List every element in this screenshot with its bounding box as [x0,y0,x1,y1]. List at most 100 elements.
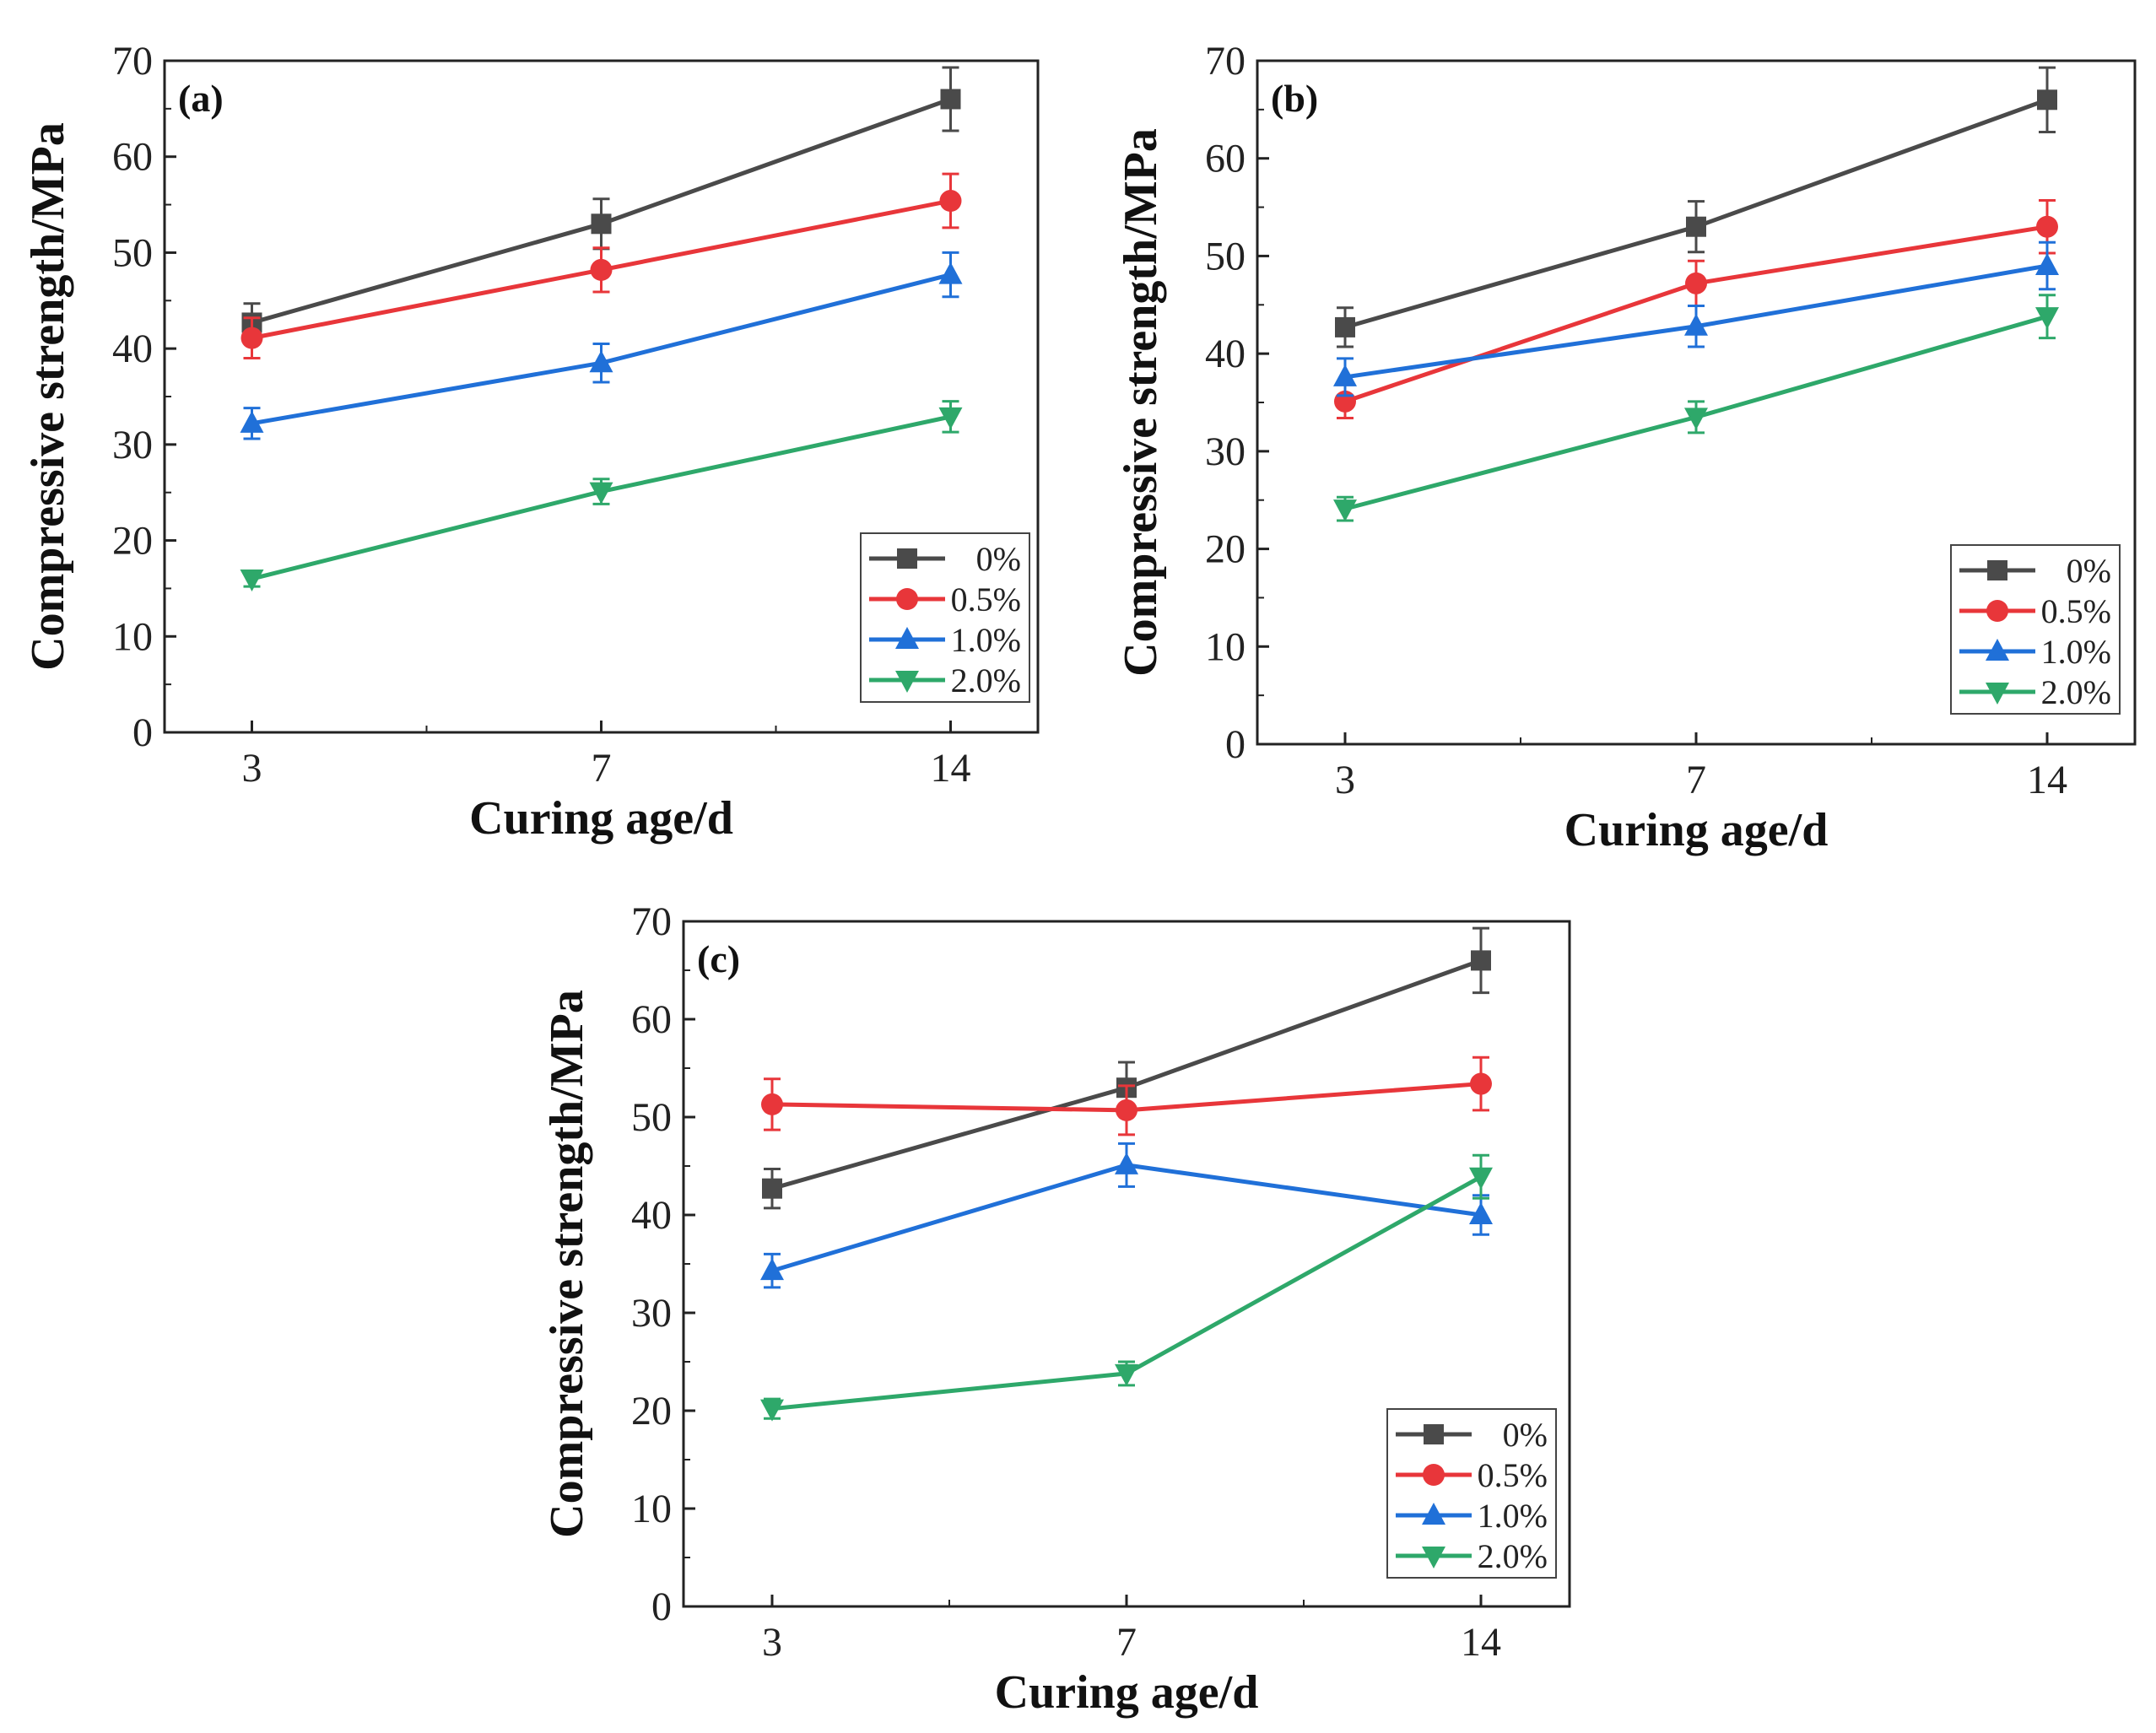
y-tick-label: 50 [112,230,153,275]
y-tick-label: 20 [112,519,153,564]
y-tick-label: 40 [1205,332,1246,376]
y-tick-label: 40 [631,1193,672,1238]
x-tick-label: 3 [1335,758,1355,802]
legend-label: 0.5% [951,580,1021,618]
data-point [1335,316,1355,337]
series-1.0% [240,251,963,440]
legend-label: 2.0% [951,661,1021,699]
x-tick-label: 14 [1461,1620,1501,1665]
data-point [2035,307,2059,330]
data-point [1470,1072,1492,1095]
y-tick-label: 10 [112,614,153,659]
data-point [589,482,613,505]
legend-marker [1986,600,2008,622]
panel-label: (c) [697,937,740,980]
x-tick-label: 3 [242,746,262,791]
series-0.5% [240,172,962,360]
legend: 0%0.5%1.0%2.0% [860,532,1030,703]
y-tick-label: 10 [631,1487,672,1531]
x-tick-label: 7 [1116,1620,1137,1665]
data-point [1686,216,1706,237]
series-1.0% [1333,240,2059,397]
legend: 0%0.5%1.0%2.0% [1386,1408,1557,1579]
data-point [1469,1167,1493,1190]
data-point [2037,89,2057,111]
y-tick-label: 50 [631,1095,672,1140]
data-point [240,410,264,433]
legend-marker [897,548,917,569]
data-point [1115,1363,1138,1386]
legend-box [1950,544,2121,715]
chart-panel-1: 0 10 20 30 40 50 60 70 3 7 14 Curing age/d Compressi… [1115,39,2137,856]
data-point [1471,950,1491,971]
y-tick-label: 60 [631,997,672,1042]
series-0% [1335,66,2057,348]
x-tick-label: 14 [931,746,971,791]
data-point [1684,313,1708,336]
data-point [1116,1099,1137,1121]
legend-marker [1986,683,2009,705]
legend-marker [895,627,919,649]
data-point [760,1399,784,1422]
data-point [940,89,961,110]
data-point [1469,1202,1493,1224]
legend-marker [1422,1503,1445,1525]
data-point [240,570,264,592]
data-point [2035,253,2059,275]
y-tick-label: 30 [1205,429,1246,474]
data-point [1333,499,1357,522]
data-point [762,1178,782,1199]
legend-label: 1.0% [1478,1497,1548,1535]
legend-marker [1986,639,2009,661]
data-point [1685,272,1707,294]
y-tick-label: 20 [1205,527,1246,572]
data-point [1333,364,1357,386]
y-tick-label: 70 [112,39,153,84]
legend-label: 2.0% [2041,673,2111,711]
y-tick-label: 60 [112,135,153,180]
series-0.5% [761,1055,1492,1136]
legend-label: 0.5% [1478,1456,1548,1494]
y-tick-label: 50 [1205,234,1246,278]
y-tick-label: 0 [1225,722,1246,767]
series-2.0% [1333,294,2059,522]
data-point [938,407,963,429]
series-2.0% [240,400,963,592]
y-tick-label: 70 [1205,39,1246,84]
y-tick-label: 0 [132,710,153,755]
x-tick-label: 3 [762,1620,782,1665]
data-point [1684,408,1708,430]
legend-label: 0% [2067,552,2111,590]
series-2.0% [760,1153,1493,1422]
series-1.0% [760,1142,1493,1289]
y-tick-label: 20 [631,1389,672,1433]
chart-panel-2: 0 10 20 30 40 50 60 70 3 7 14 Curing age/d Compressi… [541,899,1571,1719]
y-tick-label: 60 [1205,137,1246,181]
legend-marker [1987,560,2007,580]
data-point [240,327,263,349]
legend-label: 0% [976,540,1021,578]
data-point [938,262,963,284]
y-tick-label: 30 [112,423,153,467]
x-tick-label: 7 [1686,758,1706,802]
legend-marker [896,588,918,610]
data-point [760,1258,784,1281]
x-axis-title: Curing age/d [995,1666,1259,1719]
y-axis-title: Compressive strength/MPa [541,990,593,1538]
x-axis-title: Curing age/d [469,792,733,845]
data-point [589,350,613,373]
legend-marker [1424,1424,1444,1444]
y-axis-title: Compressive strength/MPa [22,122,74,671]
y-tick-label: 10 [1205,624,1246,669]
x-axis-title: Curing age/d [1564,804,1829,856]
y-tick-label: 30 [631,1291,672,1336]
legend-marker [1423,1464,1445,1486]
data-point [590,258,613,281]
chart-panel-0: 0 10 20 30 40 50 60 70 3 7 14 Curing age/d Compressi… [22,39,1040,845]
y-tick-label: 0 [651,1585,672,1629]
legend-label: 1.0% [2041,633,2111,671]
y-axis-title: Compressive strength/MPa [1115,128,1167,677]
legend-label: 2.0% [1478,1537,1548,1575]
legend-box [860,532,1030,703]
